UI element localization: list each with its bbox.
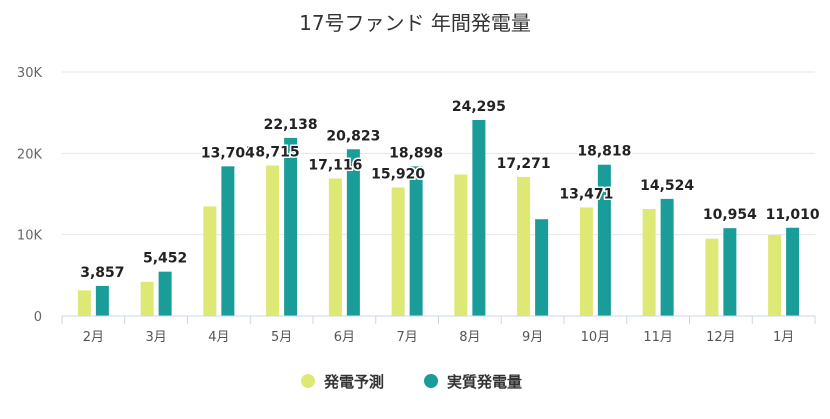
x-axis-ticks: 2月 3月 4月 5月 6月 7月 8月 9月 10月 11月 12月 1月 [83, 330, 795, 345]
legend-label: 発電予測 [323, 373, 384, 391]
bar [517, 176, 531, 316]
x-tick-label: 9月 [522, 330, 543, 345]
x-tick-label: 1月 [773, 330, 794, 345]
y-tick-label: 10K [17, 229, 43, 244]
x-tick-label: 7月 [396, 330, 417, 345]
legend-label: 実質発電量 [447, 373, 522, 391]
bar [454, 174, 468, 316]
x-tick-label: 5月 [271, 330, 292, 345]
bar [660, 198, 674, 316]
data-label: 18,715 [246, 145, 300, 161]
data-label: 10,954 [703, 207, 757, 223]
legend-marker [424, 374, 438, 388]
bar [140, 281, 154, 316]
legend-marker [301, 374, 315, 388]
bar [409, 166, 423, 316]
data-labels: 18,715 17,116 15,920 17,271 13,471 3,857 5,452… [79, 97, 822, 282]
bar [158, 271, 172, 316]
bar [77, 290, 91, 316]
bar [768, 235, 782, 316]
x-tick-label: 2月 [83, 330, 104, 345]
data-label: 5,452 [143, 251, 187, 267]
bar [472, 119, 486, 316]
bar [579, 207, 593, 316]
bar [266, 165, 280, 316]
x-tick-label: 12月 [706, 330, 736, 345]
data-label: 20,823 [326, 128, 380, 144]
bar [535, 219, 549, 316]
data-label: 13,704 [201, 145, 255, 161]
y-axis-ticks: 0 10K 20K 30K [17, 66, 43, 325]
data-label: 17,116 [308, 158, 362, 174]
legend: 発電予測 実質発電量 [301, 373, 522, 391]
bar [642, 209, 656, 316]
grid-lines [62, 71, 815, 236]
bar [328, 178, 342, 316]
y-tick-label: 30K [17, 66, 43, 81]
x-tick-label: 10月 [581, 330, 611, 345]
data-label: 24,295 [452, 99, 506, 115]
bar [284, 137, 298, 316]
bar [786, 227, 800, 316]
data-label: 11,010 [766, 207, 820, 223]
x-tick-label: 4月 [208, 330, 229, 345]
x-tick-label: 8月 [459, 330, 480, 345]
y-tick-label: 20K [17, 147, 43, 162]
bar [597, 164, 611, 316]
data-label: 18,898 [389, 145, 443, 161]
bar [221, 166, 235, 316]
data-label: 17,271 [497, 156, 551, 172]
x-tick-label: 3月 [145, 330, 166, 345]
data-label: 22,138 [264, 117, 318, 133]
data-label: 13,471 [559, 186, 613, 202]
bar [203, 206, 217, 316]
bars [77, 119, 800, 316]
x-tick-label: 11月 [643, 330, 673, 345]
bar [391, 187, 405, 316]
y-tick-label: 0 [34, 310, 42, 325]
data-label: 3,857 [80, 265, 124, 281]
bar [346, 149, 360, 316]
x-axis [61, 315, 816, 324]
data-label: 14,524 [640, 178, 694, 194]
bar [95, 285, 109, 316]
chart-title: 17号ファンド 年間発電量 [299, 11, 531, 35]
bar [723, 228, 737, 316]
x-tick-label: 6月 [334, 330, 355, 345]
bar [705, 238, 719, 316]
data-label: 18,818 [577, 144, 631, 160]
data-label: 15,920 [371, 166, 425, 182]
